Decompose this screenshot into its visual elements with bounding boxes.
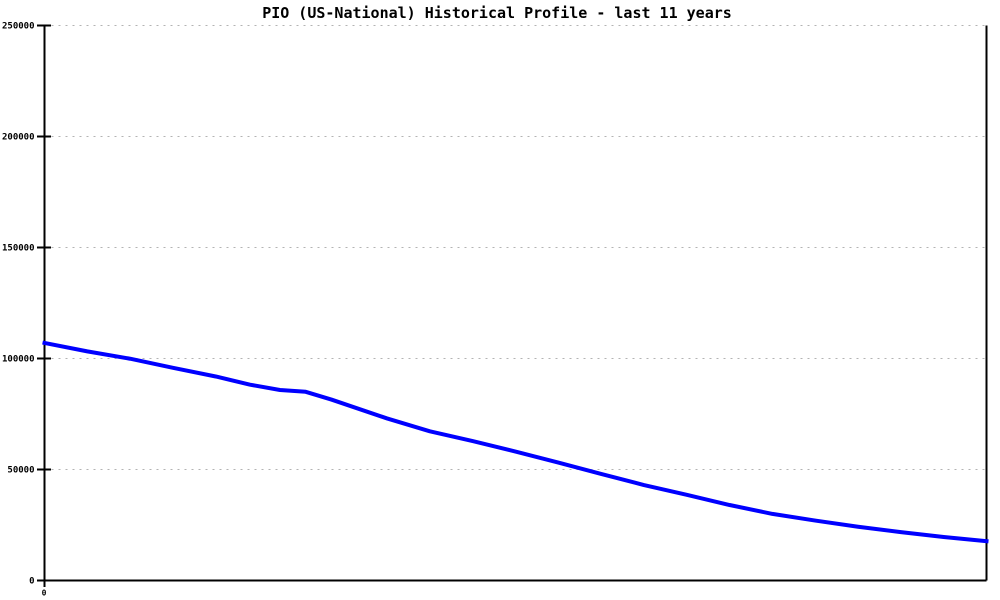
axes bbox=[37, 24, 988, 587]
axis-labels: 0 50000 100000 150000 200000 250000 0 bbox=[2, 22, 47, 598]
y-tick-label: 250000 bbox=[2, 22, 35, 32]
gridlines bbox=[44, 25, 987, 470]
y-tick-label: 100000 bbox=[2, 355, 35, 365]
data-line bbox=[42, 340, 989, 544]
series-lines bbox=[42, 340, 989, 544]
y-tick-label: 150000 bbox=[2, 244, 35, 254]
y-tick-label: 50000 bbox=[7, 466, 34, 476]
chart-title: PIO (US-National) Historical Profile - l… bbox=[262, 4, 732, 22]
x-tick-label: 0 bbox=[42, 589, 47, 598]
y-tick-label: 200000 bbox=[2, 133, 35, 143]
y-tick-label: 0 bbox=[29, 577, 34, 587]
